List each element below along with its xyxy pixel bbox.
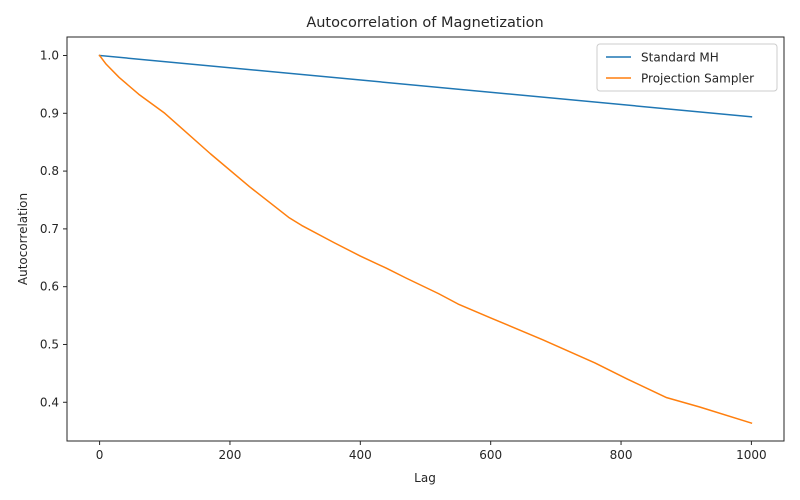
x-tick-label: 1000 xyxy=(736,448,767,462)
y-tick-label: 0.6 xyxy=(40,280,59,294)
x-axis: 0 200 400 600 800 1000 xyxy=(96,441,767,462)
x-tick-label: 200 xyxy=(219,448,242,462)
x-tick-label: 800 xyxy=(610,448,633,462)
x-axis-label: Lag xyxy=(414,471,436,485)
series-line-standard-mh xyxy=(98,54,753,118)
legend-label-projection-sampler: Projection Sampler xyxy=(641,72,754,86)
y-tick-label: 1.0 xyxy=(40,48,59,62)
y-axis: 0.4 0.5 0.6 0.7 0.8 0.9 1.0 xyxy=(40,48,67,409)
y-tick-label: 0.8 xyxy=(40,164,59,178)
plot-lines xyxy=(98,54,753,425)
chart-title: Autocorrelation of Magnetization xyxy=(306,15,543,31)
legend-label-standard-mh: Standard MH xyxy=(641,51,719,65)
y-tick-label: 0.4 xyxy=(40,395,59,409)
x-tick-label: 0 xyxy=(96,448,104,462)
y-axis-label: Autocorrelation xyxy=(16,193,30,285)
x-tick-label: 600 xyxy=(479,448,502,462)
y-tick-label: 0.5 xyxy=(40,337,59,351)
legend-box xyxy=(596,43,778,92)
y-tick-label: 0.9 xyxy=(40,106,59,120)
legend: Standard MH Projection Sampler xyxy=(596,43,778,92)
y-tick-label: 0.7 xyxy=(40,222,59,236)
plot-frame xyxy=(66,36,785,442)
x-tick-label: 400 xyxy=(349,448,372,462)
series-line-projection-sampler xyxy=(98,54,753,425)
